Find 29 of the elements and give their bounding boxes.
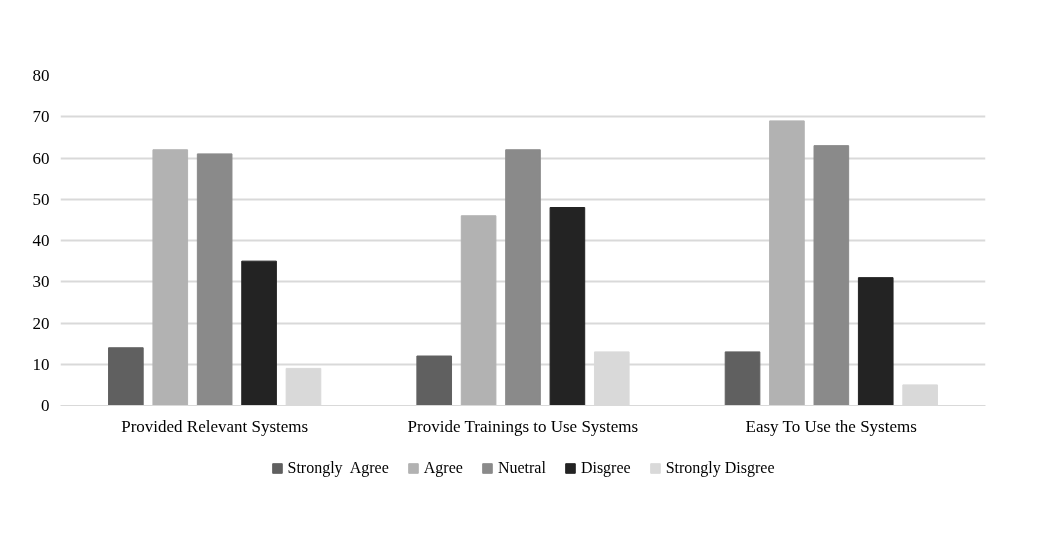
y-tick-label: 0	[41, 396, 50, 415]
legend-label: Strongly Agree	[287, 459, 389, 477]
bar	[857, 277, 894, 406]
y-tick-label: 60	[32, 148, 50, 168]
bar	[549, 207, 586, 406]
bar	[769, 120, 805, 406]
y-tick-label: 10	[32, 354, 50, 374]
bar	[460, 215, 497, 406]
x-tick-label: Provide Trainings to Use Systems	[407, 416, 639, 436]
x-tick-label: Easy To Use the Systems	[745, 416, 917, 436]
bar	[196, 153, 233, 406]
bar	[241, 260, 277, 406]
legend-label: Nuetral	[497, 459, 546, 477]
y-tick-label: 20	[32, 313, 50, 333]
bar	[152, 149, 189, 406]
bar	[416, 355, 453, 406]
legend-label: Disgree	[580, 459, 631, 477]
y-tick-label: 70	[32, 107, 50, 127]
y-tick-label: 40	[32, 231, 50, 250]
bar	[505, 149, 541, 406]
bar	[724, 351, 761, 406]
bar	[108, 347, 144, 406]
x-tick-label: Provided Relevant Systems	[121, 416, 309, 436]
y-tick-label: 50	[32, 189, 50, 209]
legend-label: Strongly Disgree	[665, 459, 775, 477]
y-tick-label: 80	[32, 66, 50, 85]
bar	[813, 145, 850, 406]
y-tick-label: 30	[32, 272, 50, 292]
legend-label: Agree	[423, 459, 463, 477]
